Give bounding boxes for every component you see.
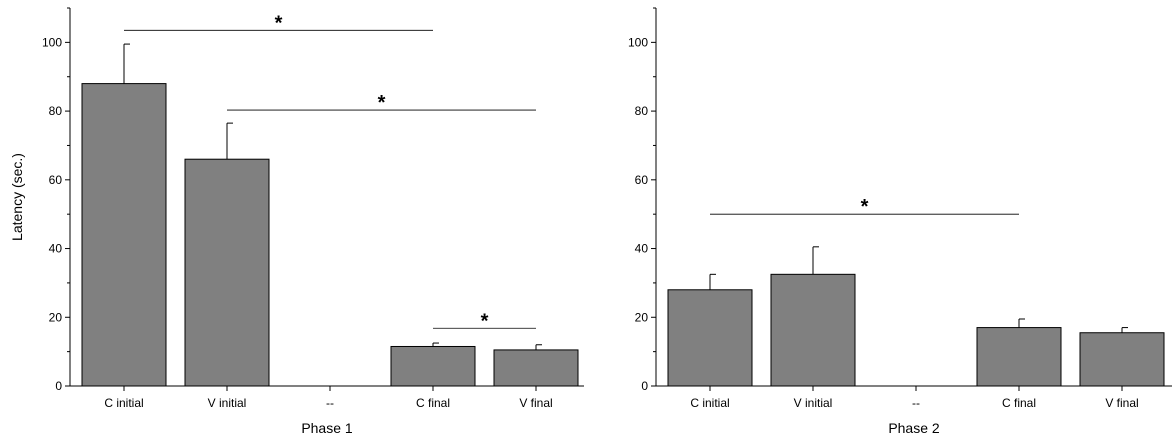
bar bbox=[667, 289, 753, 387]
x-tick-label: C initial bbox=[690, 396, 729, 410]
significance-star: * bbox=[861, 196, 869, 218]
significance-star: * bbox=[481, 310, 489, 332]
bar bbox=[390, 345, 476, 387]
x-tick-label: V initial bbox=[794, 396, 833, 410]
bar bbox=[770, 273, 856, 387]
bar bbox=[493, 349, 579, 387]
bar bbox=[81, 83, 167, 387]
bar bbox=[1079, 332, 1165, 387]
y-tick-label: 0 bbox=[55, 379, 62, 393]
y-tick-label: 40 bbox=[49, 242, 63, 256]
x-tick-label: C final bbox=[1002, 396, 1036, 410]
x-tick-label: V final bbox=[519, 396, 552, 410]
x-tick-label: C final bbox=[416, 396, 450, 410]
y-tick-label: 100 bbox=[42, 35, 62, 49]
y-tick-label: 80 bbox=[49, 104, 63, 118]
y-tick-label: 20 bbox=[635, 310, 649, 324]
y-axis-title: Latency (sec.) bbox=[9, 153, 25, 241]
y-tick-label: 60 bbox=[635, 173, 649, 187]
phase-1-chart: 0 20 40 60 80 100 C initial V initial -- C final V… bbox=[9, 7, 584, 436]
significance-star: * bbox=[275, 12, 283, 34]
x-tick-label: V initial bbox=[208, 396, 247, 410]
y-tick-label: 60 bbox=[49, 173, 63, 187]
y-tick-label: 80 bbox=[635, 104, 649, 118]
y-tick-label: 0 bbox=[641, 379, 648, 393]
x-tick-label: C initial bbox=[104, 396, 143, 410]
significance-star: * bbox=[378, 92, 386, 114]
x-axis-title: Phase 1 bbox=[301, 420, 353, 436]
y-tick-label: 20 bbox=[49, 310, 63, 324]
x-axis-title: Phase 2 bbox=[888, 420, 940, 436]
y-tick-label: 40 bbox=[635, 242, 649, 256]
x-tick-label: V final bbox=[1105, 396, 1138, 410]
bar bbox=[184, 158, 270, 387]
phase-2-chart: 0 20 40 60 80 100 C initial V initial -- C final V… bbox=[628, 7, 1172, 436]
x-tick-label: -- bbox=[326, 396, 334, 410]
bar bbox=[976, 327, 1062, 387]
y-tick-label: 100 bbox=[628, 35, 648, 49]
x-tick-label: -- bbox=[912, 396, 920, 410]
